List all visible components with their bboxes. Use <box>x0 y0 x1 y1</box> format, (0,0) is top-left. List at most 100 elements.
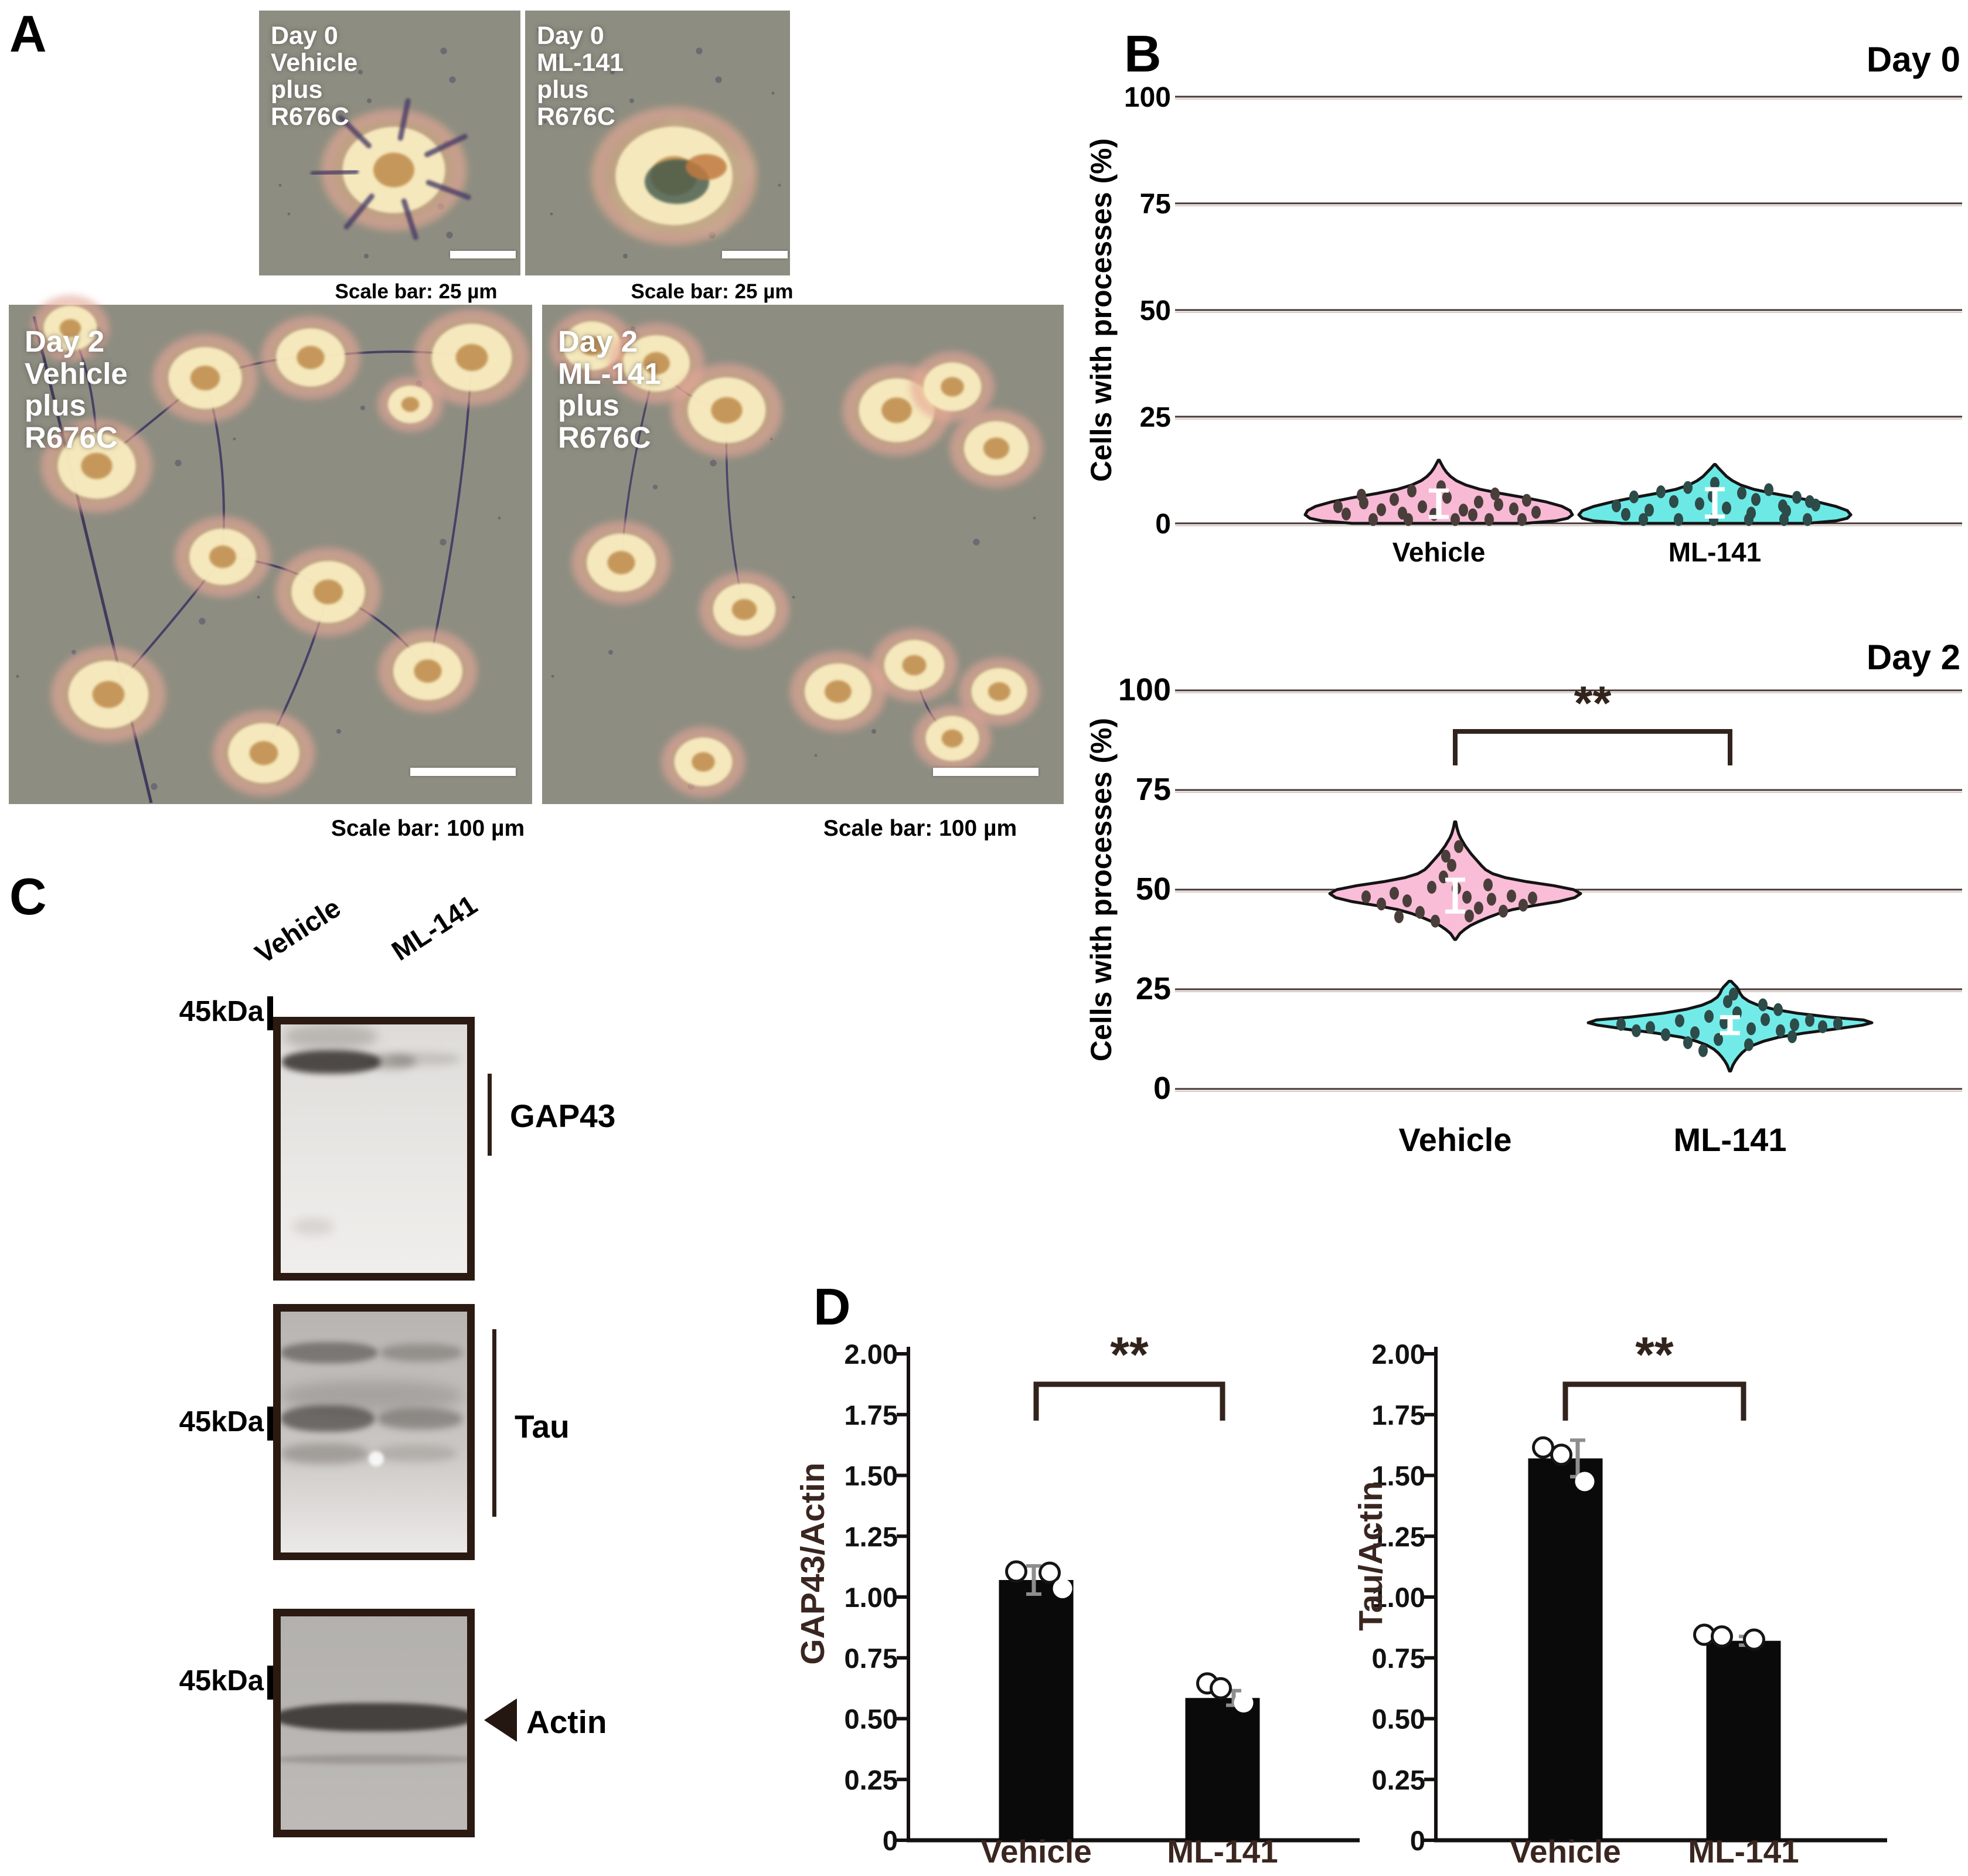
caption-line: Day 0 <box>271 22 338 50</box>
caption-day2-vehicle: Day 2 Vehicle plus R676C <box>25 325 128 454</box>
micrograph-day0-ml141 <box>525 11 790 275</box>
blot-band <box>377 1408 462 1429</box>
western-blot-tau <box>273 1304 475 1560</box>
blot-band <box>284 1024 377 1049</box>
blot-band <box>281 1342 377 1363</box>
caption-line: plus <box>558 389 619 423</box>
scale-bar <box>722 251 788 258</box>
caption-line: R676C <box>271 103 349 131</box>
svg-text:0: 0 <box>1155 509 1171 540</box>
scale-bar-label: Scale bar: 100 µm <box>823 816 1017 841</box>
svg-text:50: 50 <box>1140 295 1171 326</box>
svg-text:100: 100 <box>1124 82 1171 113</box>
blot-band <box>282 1050 380 1074</box>
svg-text:1.75: 1.75 <box>1372 1400 1425 1431</box>
caption-line: ML-141 <box>537 49 624 77</box>
bar-chart-gap43-actin: 2.00 1.75 1.50 1.25 1.00 0.75 0.50 0.25 0 GAP43/A… <box>794 1327 1360 1870</box>
svg-text:0.25: 0.25 <box>1372 1764 1425 1795</box>
scale-bar-label: Scale bar: 100 µm <box>331 816 525 841</box>
svg-text:Cells with processes (%): Cells with processes (%) <box>1085 138 1118 482</box>
kda-marker-tick <box>267 1666 273 1700</box>
scale-bar-label: Scale bar: 25 µm <box>335 280 498 303</box>
blot-band <box>374 1445 457 1462</box>
svg-text:1.50: 1.50 <box>845 1460 898 1492</box>
caption-day0-ml141: Day 0 ML-141 plus R676C <box>537 22 624 130</box>
svg-text:0: 0 <box>883 1825 898 1856</box>
svg-text:Vehicle: Vehicle <box>1392 537 1486 567</box>
violin-chart-day2: 100 75 50 25 0 Day 2 Cells with processes (%) V… <box>1085 638 1962 1158</box>
svg-text:1.00: 1.00 <box>1372 1582 1425 1613</box>
blot-lane-label-vehicle: Vehicle <box>249 891 346 970</box>
kda-marker-label: 45kDa <box>179 996 264 1027</box>
svg-text:100: 100 <box>1118 672 1171 707</box>
blot-band <box>281 1443 369 1464</box>
svg-text:0.75: 0.75 <box>845 1643 898 1674</box>
micrograph-day2-vehicle <box>9 297 532 804</box>
gap43-bracket <box>488 1074 492 1156</box>
kda-marker-label: 45kDa <box>179 1665 264 1697</box>
svg-text:0.50: 0.50 <box>845 1704 898 1735</box>
svg-text:0: 0 <box>1410 1825 1425 1856</box>
micrograph-day0-vehicle <box>259 11 520 275</box>
blot-band <box>281 1755 467 1764</box>
actin-arrowhead-icon <box>484 1698 517 1742</box>
svg-text:ML-141: ML-141 <box>1167 1833 1278 1870</box>
svg-text:2.00: 2.00 <box>845 1339 898 1370</box>
western-blot-actin <box>273 1609 475 1837</box>
svg-text:**: ** <box>1110 1327 1149 1382</box>
svg-text:75: 75 <box>1140 189 1171 220</box>
tau-bracket <box>492 1329 496 1517</box>
svg-text:25: 25 <box>1136 971 1171 1006</box>
svg-text:Vehicle: Vehicle <box>1398 1121 1511 1158</box>
panel-d-letter: D <box>813 1278 851 1336</box>
svg-text:Vehicle: Vehicle <box>1510 1833 1621 1870</box>
svg-text:ML-141: ML-141 <box>1674 1121 1787 1158</box>
caption-line: plus <box>271 76 323 104</box>
panel-b-letter: B <box>1124 25 1162 83</box>
svg-text:2.00: 2.00 <box>1372 1339 1425 1370</box>
caption-line: R676C <box>537 103 615 131</box>
blot-bright-spot <box>369 1451 384 1466</box>
svg-text:Day 0: Day 0 <box>1867 40 1960 79</box>
kda-marker-label: 45kDa <box>179 1406 264 1438</box>
caption-line: R676C <box>558 420 651 454</box>
bar-chart-tau-actin: 2.00 1.75 1.50 1.25 1.00 0.75 0.50 0.25 0 Tau/Act… <box>1352 1327 1887 1870</box>
scale-bar-label: Scale bar: 25 µm <box>631 280 794 303</box>
caption-line: R676C <box>25 420 118 454</box>
svg-text:Cells with processes (%): Cells with processes (%) <box>1085 718 1118 1061</box>
svg-text:GAP43/Actin: GAP43/Actin <box>794 1462 832 1664</box>
blot-band <box>380 1344 462 1361</box>
kda-marker-tick <box>267 996 273 1030</box>
svg-text:Day 2: Day 2 <box>1867 638 1960 677</box>
svg-text:1.25: 1.25 <box>845 1521 898 1552</box>
micrograph-day2-ml141 <box>542 305 1064 804</box>
caption-line: Day 2 <box>25 325 105 358</box>
svg-text:50: 50 <box>1136 871 1171 907</box>
caption-day0-vehicle: Day 0 Vehicle plus R676C <box>271 22 357 130</box>
svg-text:0.25: 0.25 <box>845 1764 898 1795</box>
blot-band <box>390 1053 460 1065</box>
caption-line: plus <box>537 76 589 104</box>
blot-label-gap43: GAP43 <box>510 1098 616 1134</box>
svg-text:1.50: 1.50 <box>1372 1460 1425 1492</box>
svg-text:Vehicle: Vehicle <box>980 1833 1092 1870</box>
svg-text:0.50: 0.50 <box>1372 1704 1425 1735</box>
caption-line: ML-141 <box>558 356 661 390</box>
blot-label-tau: Tau <box>515 1408 570 1445</box>
svg-text:75: 75 <box>1136 772 1171 807</box>
panel-a-letter: A <box>9 5 47 63</box>
svg-text:1.75: 1.75 <box>845 1400 898 1431</box>
svg-text:Tau/Actin: Tau/Actin <box>1352 1481 1390 1630</box>
blot-band <box>369 1054 416 1069</box>
panel-c-letter: C <box>9 867 47 925</box>
western-blot-gap43 <box>273 1017 475 1281</box>
svg-text:**: ** <box>1574 677 1612 730</box>
svg-text:0.75: 0.75 <box>1372 1643 1425 1674</box>
blot-band <box>281 1405 374 1432</box>
blot-band <box>281 1703 467 1731</box>
blot-lane-label-ml141: ML-141 <box>386 888 483 967</box>
scale-bar <box>450 251 516 258</box>
blot-band <box>292 1218 333 1235</box>
kda-marker-tick <box>267 1407 273 1441</box>
